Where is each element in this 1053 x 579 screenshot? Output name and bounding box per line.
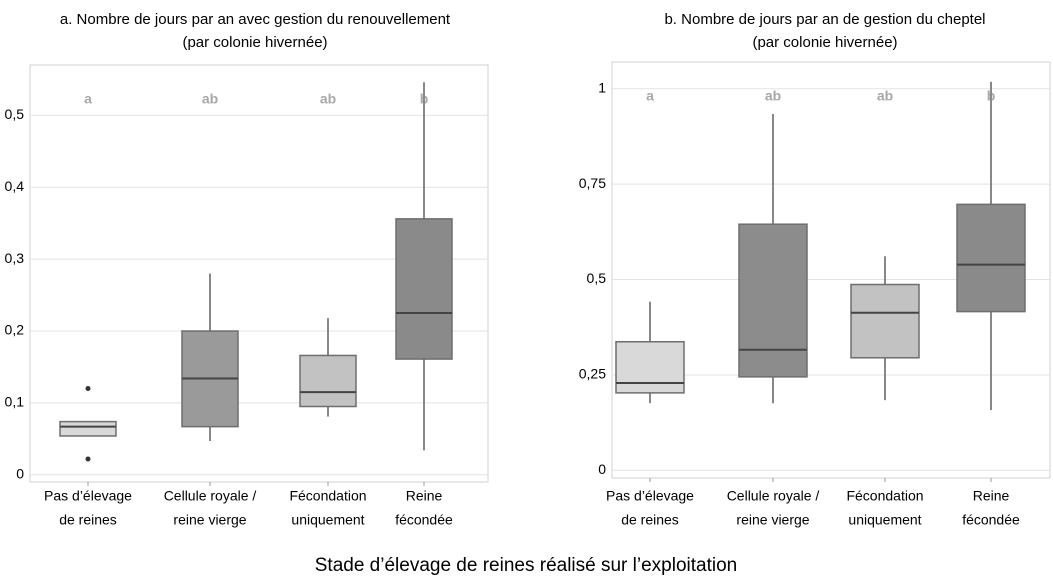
- plot-frame: [611, 61, 1051, 479]
- box: [299, 354, 357, 408]
- chart-subtitle: (par colonie hivernée): [752, 34, 897, 51]
- box: [615, 341, 685, 394]
- x-tick-label: Reine: [973, 488, 1010, 504]
- chart-title: b. Nombre de jours par an de gestion du …: [664, 11, 985, 28]
- y-tick-label: 0,1: [5, 394, 25, 410]
- x-tick-label: reine vierge: [736, 512, 809, 528]
- box: [395, 218, 453, 360]
- plot-frame: [29, 64, 489, 483]
- y-tick-label: 0,2: [5, 322, 25, 338]
- x-axis-label: Stade d’élevage de reines réalisé sur l’…: [315, 555, 737, 576]
- x-tick-label: uniquement: [291, 512, 364, 528]
- significance-letter: ab: [202, 91, 218, 107]
- significance-letter: ab: [877, 88, 893, 104]
- significance-letter: ab: [765, 88, 781, 104]
- x-tick-label: Fécondation: [289, 488, 366, 504]
- y-tick-label: 0,75: [579, 175, 606, 191]
- x-tick-label: Pas d’élevage: [44, 488, 132, 504]
- x-tick-label: fécondée: [395, 512, 453, 528]
- box: [850, 283, 920, 359]
- y-tick-label: 0: [598, 461, 606, 477]
- x-tick-label: Pas d’élevage: [606, 488, 694, 504]
- y-tick-label: 0,25: [579, 366, 606, 382]
- x-tick-label: Cellule royale /: [164, 488, 257, 504]
- y-tick-label: 1: [598, 79, 606, 95]
- box: [738, 223, 808, 378]
- y-tick-label: 0: [16, 466, 24, 482]
- x-tick-label: Fécondation: [846, 488, 923, 504]
- x-tick-label: reine vierge: [173, 512, 246, 528]
- x-tick-label: Cellule royale /: [727, 488, 820, 504]
- x-tick-label: de reines: [621, 512, 679, 528]
- outlier: [85, 456, 91, 462]
- y-tick-label: 0,5: [587, 270, 607, 286]
- outlier: [85, 386, 91, 392]
- x-tick-label: Reine: [406, 488, 443, 504]
- box: [59, 420, 117, 437]
- y-tick-label: 0,3: [5, 250, 25, 266]
- x-tick-label: uniquement: [848, 512, 921, 528]
- significance-letter: a: [646, 88, 654, 104]
- chart-title: a. Nombre de jours par an avec gestion d…: [60, 11, 451, 28]
- chart-subtitle: (par colonie hivernée): [182, 34, 327, 51]
- x-tick-label: de reines: [59, 512, 117, 528]
- y-tick-label: 0,4: [5, 178, 25, 194]
- y-tick-label: 0,5: [5, 106, 25, 122]
- significance-letter: a: [84, 91, 92, 107]
- box: [956, 203, 1026, 313]
- x-tick-label: fécondée: [962, 512, 1020, 528]
- significance-letter: ab: [320, 91, 336, 107]
